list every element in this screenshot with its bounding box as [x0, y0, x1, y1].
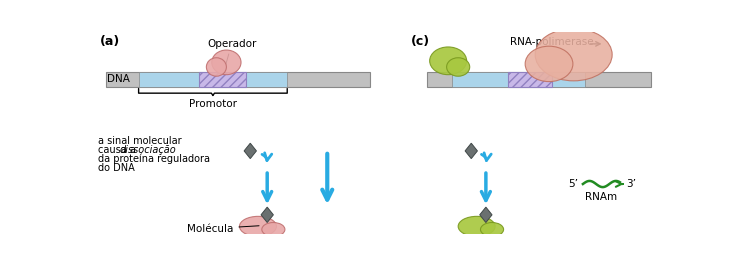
Text: 3’: 3’ — [626, 179, 636, 189]
Text: (a): (a) — [100, 36, 120, 48]
Ellipse shape — [262, 222, 285, 236]
Text: RNA-polimerase: RNA-polimerase — [510, 37, 594, 47]
Text: 5’: 5’ — [569, 179, 578, 189]
Text: do DNA: do DNA — [98, 163, 134, 173]
Text: causa a: causa a — [98, 145, 139, 155]
Ellipse shape — [206, 58, 226, 76]
Bar — [139, 72, 287, 87]
Ellipse shape — [211, 50, 241, 75]
Text: a sinal molecular: a sinal molecular — [98, 135, 181, 145]
Text: (c): (c) — [411, 36, 430, 48]
Ellipse shape — [239, 216, 276, 236]
Ellipse shape — [480, 222, 504, 236]
Text: dissociação: dissociação — [119, 145, 176, 155]
Text: RNAm: RNAm — [585, 192, 618, 202]
Ellipse shape — [430, 47, 467, 75]
Ellipse shape — [535, 28, 612, 81]
Ellipse shape — [447, 58, 470, 76]
Polygon shape — [261, 207, 273, 222]
Text: Operador: Operador — [207, 38, 257, 65]
Text: Promotor: Promotor — [189, 99, 237, 109]
Polygon shape — [479, 207, 492, 222]
Bar — [452, 72, 585, 87]
Bar — [106, 72, 370, 87]
Ellipse shape — [525, 46, 573, 82]
Bar — [508, 72, 552, 87]
Text: Molécula: Molécula — [187, 224, 259, 234]
Text: da proteína reguladora: da proteína reguladora — [98, 154, 210, 164]
Bar — [199, 72, 246, 87]
Ellipse shape — [458, 216, 495, 236]
Bar — [427, 72, 651, 87]
Text: DNA: DNA — [107, 74, 130, 84]
Polygon shape — [244, 143, 257, 159]
Polygon shape — [465, 143, 477, 159]
